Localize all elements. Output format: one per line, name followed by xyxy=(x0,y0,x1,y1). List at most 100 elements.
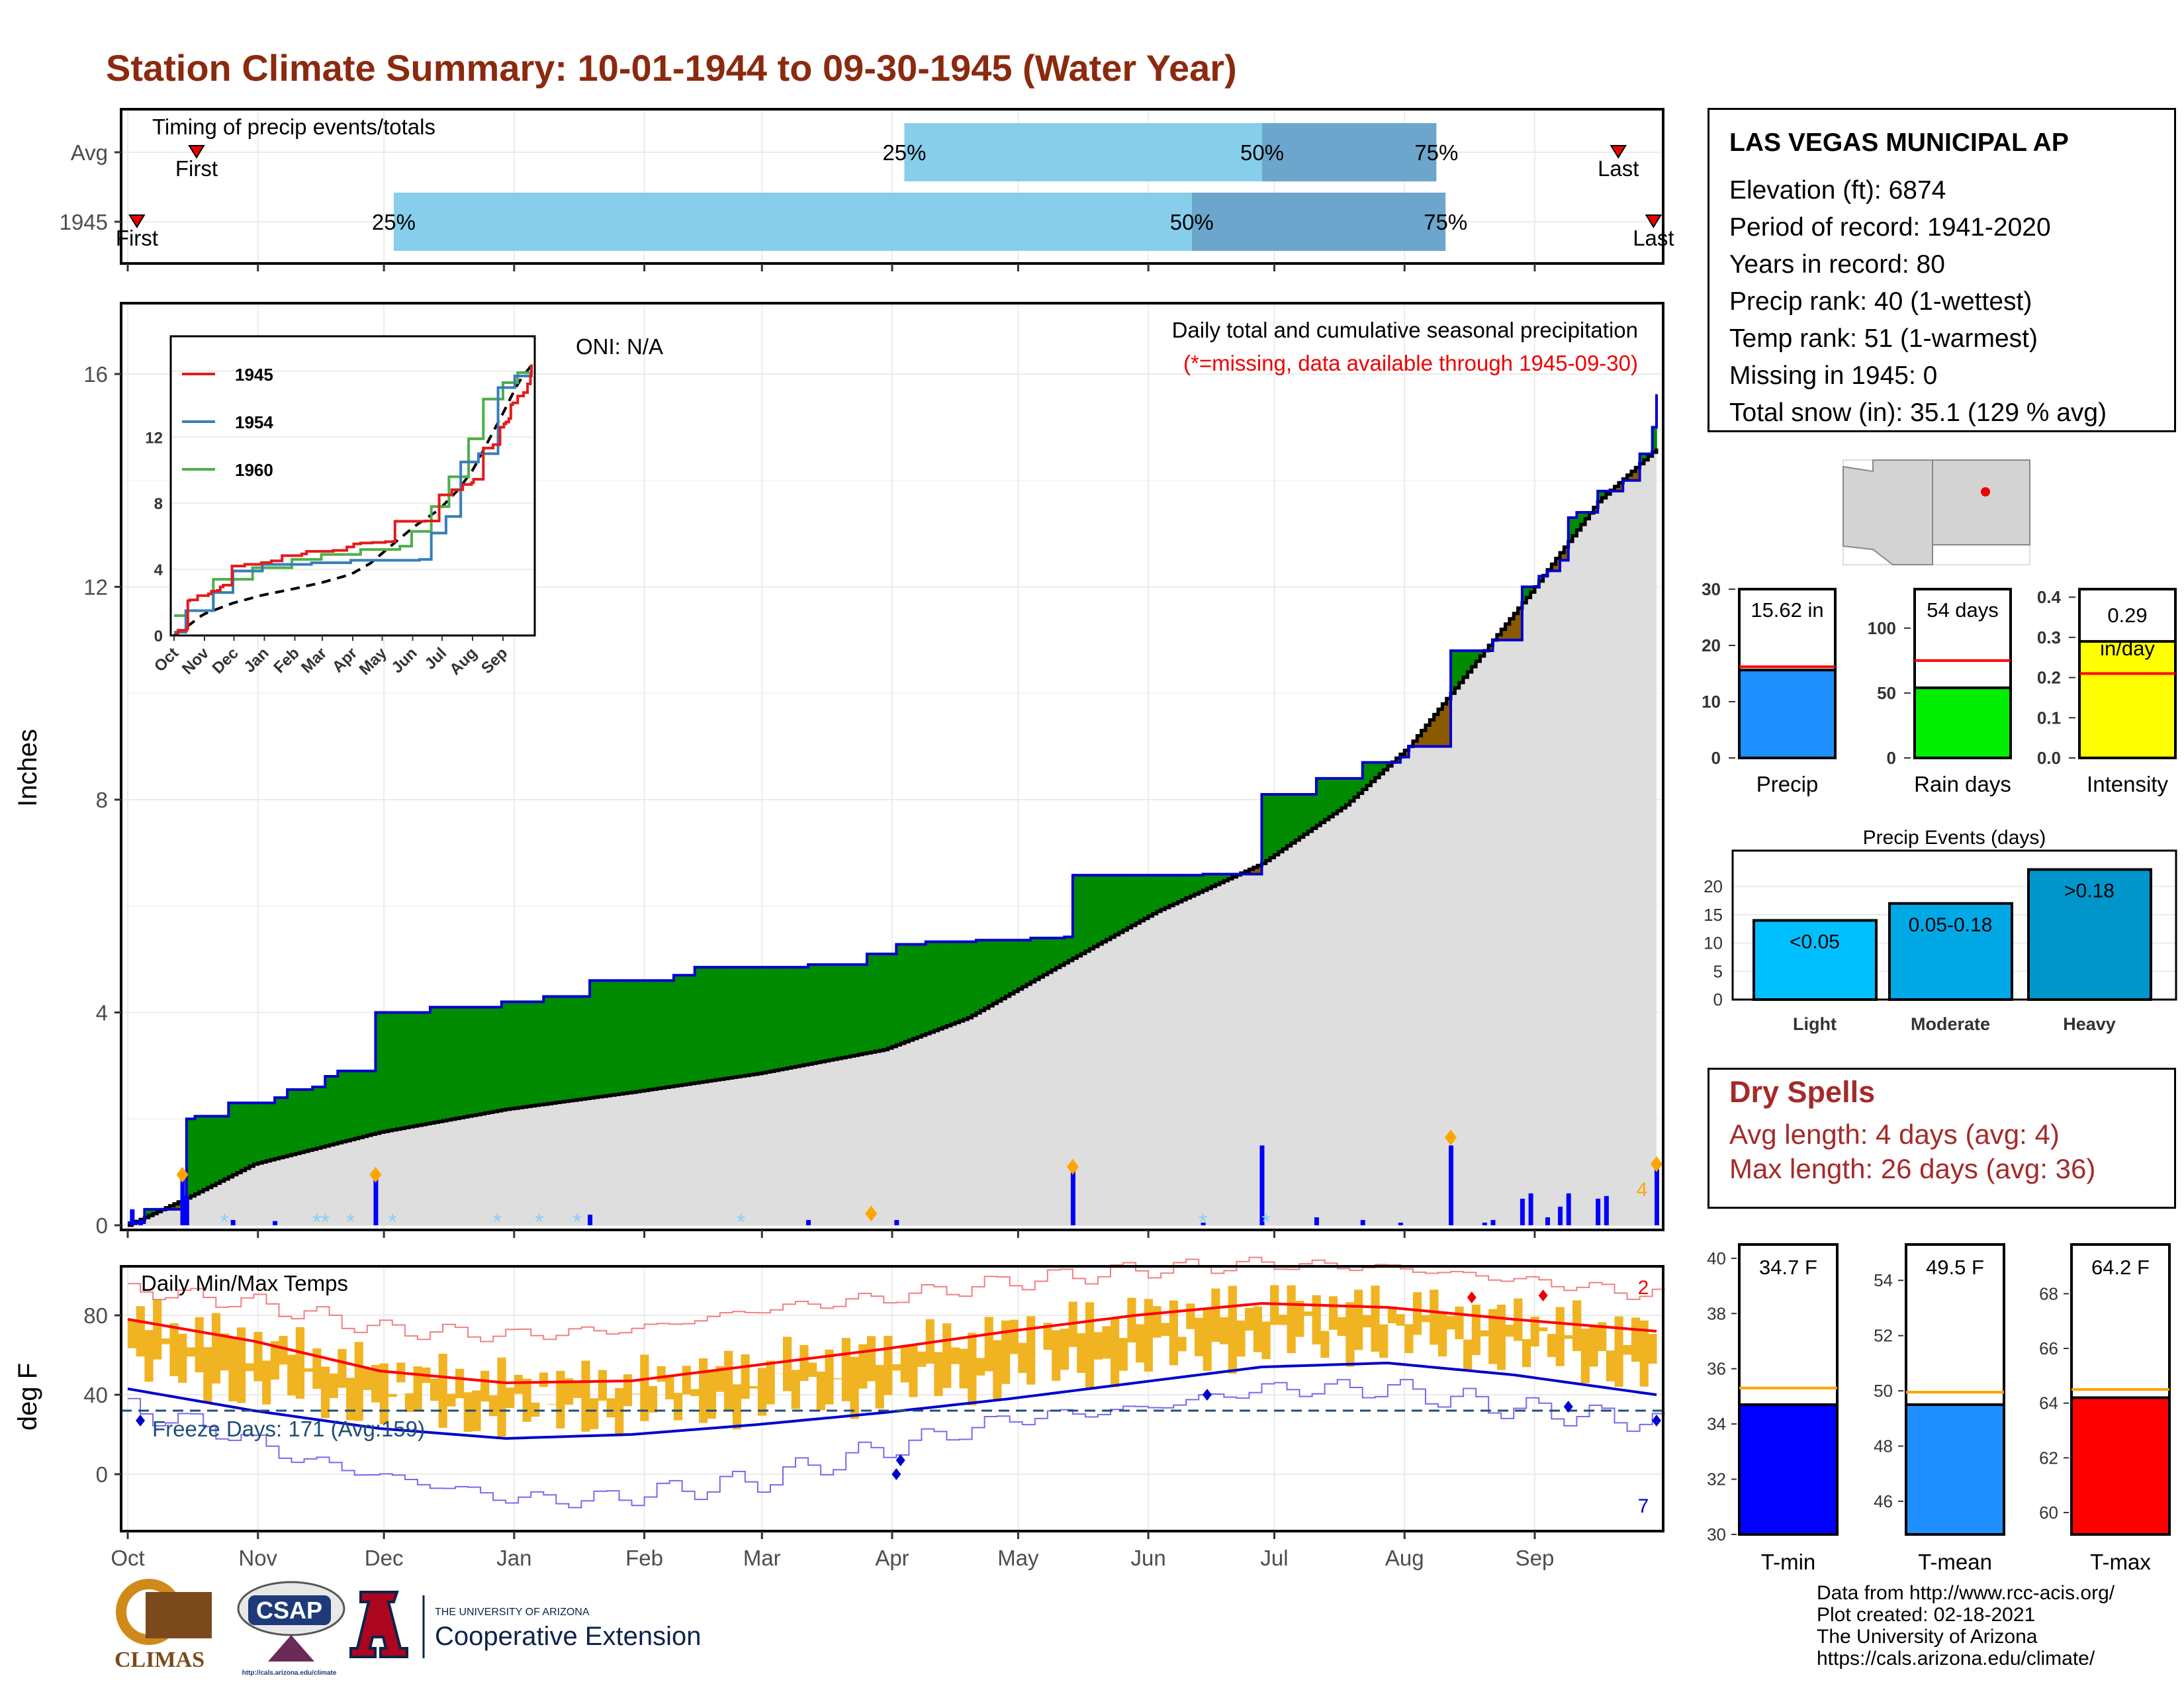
above-avg-fill xyxy=(295,1090,300,1154)
dry-spells-max: Max length: 26 days (avg: 36) xyxy=(1729,1153,2096,1184)
daily-temp-range-bar xyxy=(1488,1309,1498,1364)
daily-temp-range-bar xyxy=(363,1368,372,1390)
above-avg-fill xyxy=(1337,778,1342,811)
above-avg-fill xyxy=(841,964,846,1058)
above-avg-fill xyxy=(762,967,767,1073)
daily-temp-range-bar xyxy=(1564,1335,1573,1339)
precip-y-axis-title: Inches xyxy=(13,729,42,807)
above-avg-fill xyxy=(968,941,973,1018)
above-avg-fill xyxy=(791,967,796,1068)
above-avg-fill xyxy=(1169,875,1174,906)
precip-event-bar-label: 0.05-0.18 xyxy=(1909,914,1993,936)
daily-temp-range-bar xyxy=(455,1368,465,1399)
daily-precip-bar xyxy=(1558,1206,1563,1225)
daily-temp-range-bar xyxy=(1001,1320,1011,1384)
avg-max-line xyxy=(127,1301,1657,1385)
temp-summary-x-label: T-max xyxy=(2090,1550,2151,1574)
precip-y-tick-label: 4 xyxy=(96,1001,108,1025)
extreme-precip-marker xyxy=(1651,1156,1662,1172)
above-avg-fill xyxy=(1265,794,1271,861)
above-avg-fill xyxy=(719,967,725,1080)
above-avg-fill xyxy=(905,944,910,1042)
daily-temp-range-bar xyxy=(270,1341,279,1380)
daily-temp-range-bar xyxy=(1303,1311,1313,1316)
daily-temp-range-bar xyxy=(833,1378,842,1380)
daily-temp-range-bar xyxy=(1480,1330,1489,1336)
csap-logo-text: CSAP xyxy=(256,1597,322,1624)
above-avg-fill xyxy=(837,964,842,1059)
above-avg-fill xyxy=(1480,650,1485,656)
below-avg-fill xyxy=(1417,735,1422,747)
daily-temp-range-bar xyxy=(195,1317,204,1373)
record-low-marker xyxy=(1563,1401,1573,1413)
above-avg-fill xyxy=(1215,874,1220,885)
above-avg-fill xyxy=(846,964,851,1057)
above-avg-fill xyxy=(921,944,927,1036)
timing-percent-label: 25% xyxy=(372,210,416,234)
above-avg-fill xyxy=(1451,650,1456,694)
above-avg-fill xyxy=(186,1119,191,1198)
below-avg-fill xyxy=(1253,867,1258,874)
above-avg-fill xyxy=(216,1116,221,1184)
above-avg-fill xyxy=(359,1070,364,1138)
daily-temp-range-bar xyxy=(757,1368,767,1416)
daily-temp-range-bar xyxy=(1438,1312,1447,1357)
temp-summary-y-tick-label: 48 xyxy=(1874,1436,1893,1456)
below-avg-fill xyxy=(1442,704,1447,747)
above-avg-fill xyxy=(484,1007,490,1113)
above-avg-fill xyxy=(253,1103,259,1164)
above-avg-fill xyxy=(287,1090,293,1156)
daily-precip-bar xyxy=(1545,1217,1550,1225)
daily-temp-range-bar xyxy=(598,1370,607,1401)
above-avg-fill xyxy=(510,1002,515,1109)
below-avg-fill xyxy=(1555,558,1561,571)
temp-summary-y-tick-label: 54 xyxy=(1874,1270,1893,1290)
daily-temp-range-bar xyxy=(262,1360,271,1405)
timing-bar-25-50 xyxy=(904,123,1263,181)
summary-bar-value xyxy=(2078,639,2177,760)
above-avg-fill xyxy=(631,980,637,1093)
daily-temp-range-bar xyxy=(1430,1289,1439,1345)
oni-label: ONI: N/A xyxy=(576,334,663,359)
temp-summary-y-tick-label: 52 xyxy=(1874,1326,1893,1346)
above-avg-fill xyxy=(753,967,758,1074)
above-avg-fill xyxy=(665,980,670,1088)
daily-temp-range-bar xyxy=(245,1363,254,1372)
record-low-marker xyxy=(1202,1389,1212,1401)
daily-temp-range-bar xyxy=(766,1360,775,1405)
above-avg-fill xyxy=(1173,875,1179,904)
daily-temp-range-bar xyxy=(841,1338,851,1401)
page-title: Station Climate Summary: 10-01-1944 to 0… xyxy=(106,47,1237,89)
above-avg-fill xyxy=(682,975,687,1085)
precip-y-tick-label: 12 xyxy=(83,575,108,600)
daily-temp-range-bar xyxy=(1093,1332,1103,1360)
above-avg-fill xyxy=(560,996,565,1102)
daily-precip-bar xyxy=(1655,1164,1659,1225)
daily-temp-range-bar xyxy=(816,1372,825,1411)
csap-url: http://cals.arizona.edu/climate xyxy=(242,1669,337,1677)
above-avg-fill xyxy=(1471,650,1477,667)
above-avg-fill xyxy=(660,980,666,1088)
above-avg-fill xyxy=(379,1012,385,1133)
snow-marker: * xyxy=(737,1209,745,1235)
above-avg-fill xyxy=(245,1103,250,1168)
above-avg-fill xyxy=(959,941,964,1021)
above-avg-fill xyxy=(1572,518,1578,536)
above-avg-fill xyxy=(925,941,931,1034)
precip-annotation-missing: (*=missing, data available through 1945-… xyxy=(1183,351,1638,375)
temp-summary-y-tick-label: 62 xyxy=(2039,1448,2058,1468)
record-high-marker xyxy=(1538,1289,1548,1301)
daily-temp-range-bar xyxy=(631,1393,641,1394)
timing-percent-label: 25% xyxy=(882,140,926,165)
above-avg-fill xyxy=(1278,794,1283,852)
daily-temp-range-bar xyxy=(1412,1292,1422,1335)
daily-temp-range-bar xyxy=(438,1353,447,1428)
dry-spells-panel: Dry Spells Avg length: 4 days (avg: 4) M… xyxy=(1707,1068,2176,1209)
above-avg-fill xyxy=(308,1090,314,1150)
precip-events-chart: Precip Events (days) <0.05 Light 0.05-0.18 M… xyxy=(1704,827,2177,1034)
precip-event-bar xyxy=(1888,902,2013,1001)
above-avg-fill xyxy=(1224,874,1229,881)
above-avg-fill xyxy=(1312,794,1317,829)
above-avg-fill xyxy=(1140,875,1145,921)
above-avg-fill xyxy=(963,941,969,1019)
